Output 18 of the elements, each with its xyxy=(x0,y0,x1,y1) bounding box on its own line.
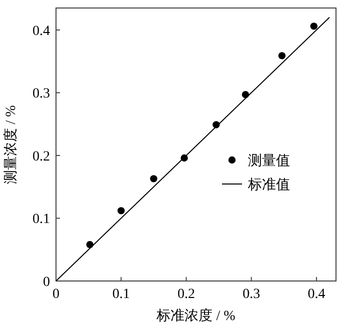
y-tick-label: 0.3 xyxy=(32,86,50,102)
y-tick-label: 0.1 xyxy=(32,212,50,228)
x-tick-label: 0.1 xyxy=(112,287,130,302)
point xyxy=(278,52,286,60)
x-tick-label: 0.3 xyxy=(242,287,260,302)
x-tick-label: 0.4 xyxy=(308,287,326,302)
x-tick-label: 0 xyxy=(52,287,60,302)
x-axis-title: 标准浓度 / % xyxy=(156,308,236,324)
y-axis-title: 测量浓度 / % xyxy=(3,104,19,184)
legend-label: 测量值 xyxy=(248,153,290,169)
x-tick-label: 0.2 xyxy=(177,287,195,302)
legend-label: 标准值 xyxy=(247,177,290,193)
point xyxy=(150,175,158,182)
point xyxy=(310,22,318,30)
y-tick-label: 0.2 xyxy=(32,149,50,164)
y-tick-label: 0.4 xyxy=(32,24,50,39)
y-tick-label: 0 xyxy=(43,275,50,290)
point xyxy=(118,207,125,214)
